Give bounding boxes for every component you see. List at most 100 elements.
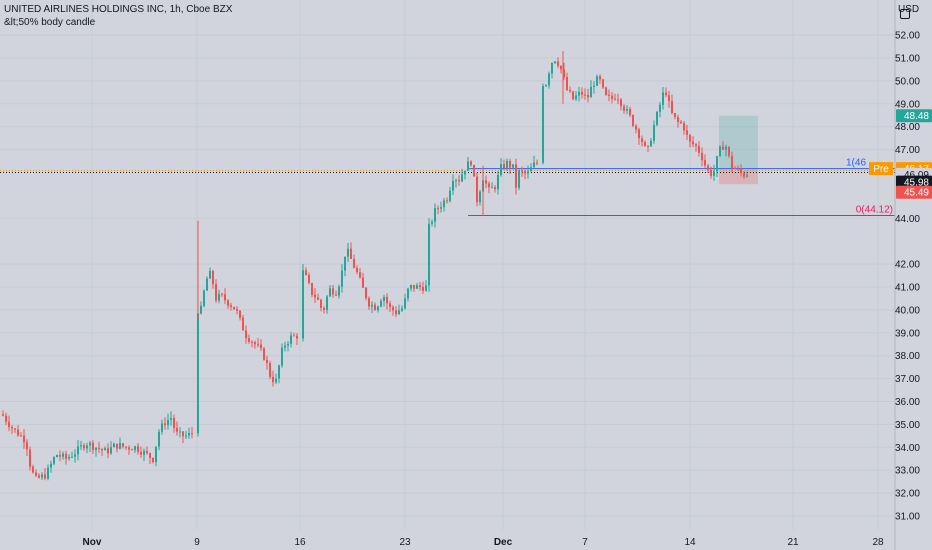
candle-body [446,200,448,202]
candle-body [584,94,586,96]
candle-body [14,428,16,430]
candle-body [77,446,79,455]
candle-body [572,91,574,100]
candle-body [476,176,478,203]
candle-body [110,447,112,454]
candle-body [410,284,412,289]
level-lines: 1(46 0(44.12) [0,158,895,217]
price-tick-label: 42.00 [895,260,920,271]
time-tick-label: 9 [194,537,200,548]
candle-body [23,435,25,443]
candle-body [563,69,565,78]
candle-body [458,180,460,182]
chart-title: UNITED AIRLINES HOLDINGS INC, 1h, Cboe B… [4,4,233,15]
price-tick-label: 35.00 [895,420,920,431]
candle-body [374,304,376,311]
candle-body [704,160,706,166]
candle-body [695,144,697,147]
candle-body [197,313,199,434]
candle-body [599,76,601,80]
price-tick-label: 38.00 [895,351,920,362]
candle-body [293,335,295,337]
candle-body [146,450,148,454]
candle-body [542,86,544,163]
candle-body [167,419,169,426]
price-tick-label: 39.00 [895,328,920,339]
candle-body [719,146,721,157]
candle-body [662,92,664,105]
candle-body [428,223,430,286]
candle-body [497,175,499,190]
candle-body [50,463,52,468]
stop-zone [719,168,758,185]
candle-body [281,347,283,366]
candle-body [656,111,658,125]
price-tick-label: 48.00 [895,122,920,133]
position-zones [719,115,758,185]
candle-body [440,207,442,209]
time-tick-label: 28 [872,537,884,548]
candle-body [596,76,598,86]
candle-body [326,296,328,310]
candle-body [212,270,214,285]
candle-body [443,200,445,208]
price-tick-label: 33.00 [895,466,920,477]
candle-body [305,270,307,275]
candle-body [455,180,457,182]
candle-body [611,95,613,99]
candle-body [698,146,700,153]
candle-body [467,161,469,171]
candle-body [137,446,139,452]
price-tick-label: 52.00 [895,31,920,42]
candle-body [521,170,523,172]
candle-body [623,106,625,111]
candle-body [392,306,394,311]
candle-body [284,345,286,348]
fib-level-0-label: 0(44.12) [856,205,893,216]
candle-body [119,443,121,449]
candle-body [116,443,118,449]
pre-market-badge-bg [869,162,893,176]
candle-body [239,310,241,318]
candle-body [650,140,652,147]
lock-icon[interactable] [900,9,910,19]
candle-body [185,435,187,437]
price-tag-label: 45.98 [904,178,929,189]
candle-body [317,297,319,300]
candle-body [320,299,322,308]
candle-body [227,300,229,306]
candle-body [491,187,493,189]
candle-body [407,288,409,299]
candle-body [53,457,55,464]
price-tag-label: 48.48 [904,111,929,122]
candle-body [347,248,349,257]
price-tick-label: 50.00 [895,76,920,87]
candle-body [182,431,184,437]
candle-body [338,286,340,296]
price-tick-label: 41.00 [895,283,920,294]
candle-body [62,453,64,457]
candle-body [674,113,676,118]
candle-body [329,288,331,297]
candle-body [527,171,529,174]
candle-body [620,99,622,107]
candle-body [629,108,631,116]
candle-body [716,156,718,172]
candle-body [80,445,82,447]
candle-body [413,284,415,289]
candle-body [452,181,454,191]
candle-body [686,130,688,135]
candle-body [416,285,418,289]
candle-body [290,335,292,344]
candle-body [128,447,130,450]
candle-body [725,146,727,150]
candle-body [503,164,505,169]
candle-body [506,160,508,169]
candle-body [389,303,391,307]
time-tick-label: 16 [294,537,306,548]
candle-body [260,344,262,349]
candle-body [470,161,472,165]
candle-body [29,449,31,467]
candle-body [251,341,253,343]
